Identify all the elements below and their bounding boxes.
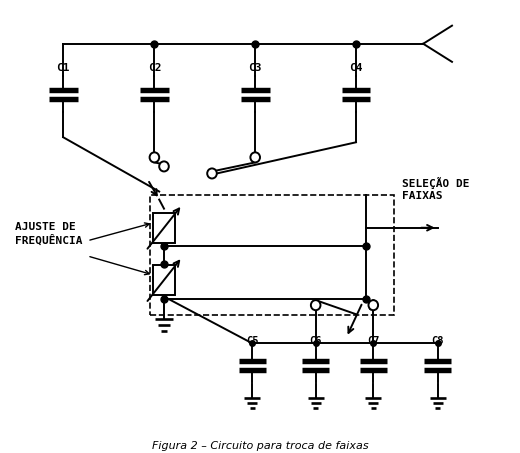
Text: C5: C5 [246,337,258,347]
Circle shape [369,300,378,310]
Text: C6: C6 [309,337,322,347]
Circle shape [150,152,159,162]
Text: AJUSTE DE
FREQUÊNCIA: AJUSTE DE FREQUÊNCIA [15,222,83,246]
Text: C3: C3 [249,63,262,73]
Bar [153,212,175,243]
Text: C4: C4 [349,63,363,73]
Circle shape [251,152,260,162]
Text: C1: C1 [57,63,70,73]
Circle shape [159,161,169,171]
Text: C7: C7 [367,337,380,347]
Circle shape [311,300,320,310]
Text: Figura 2 – Circuito para troca de faixas: Figura 2 – Circuito para troca de faixas [152,441,368,451]
Bar [153,265,175,295]
Text: SELEÇÃO DE
FAIXAS: SELEÇÃO DE FAIXAS [402,177,470,201]
Bar [150,195,394,315]
Text: C2: C2 [148,63,161,73]
Text: C8: C8 [432,337,444,347]
Circle shape [207,169,217,178]
